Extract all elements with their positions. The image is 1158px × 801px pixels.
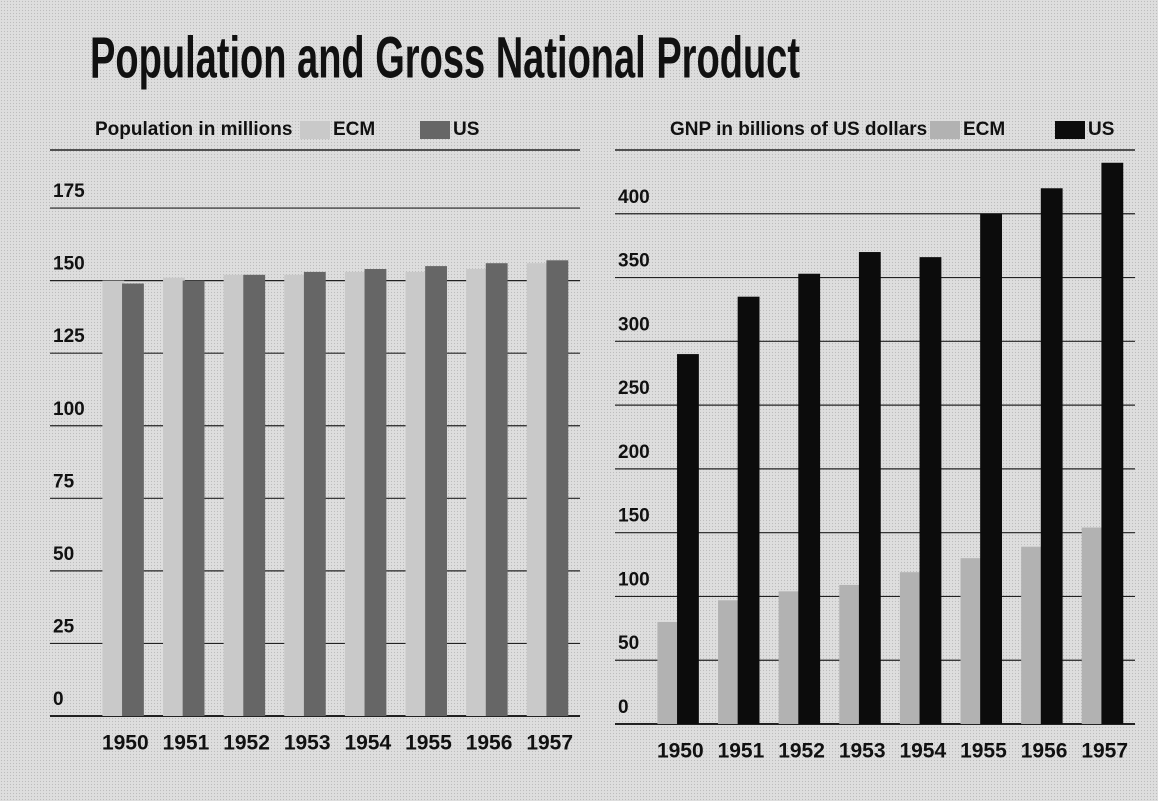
x-tick-label: 1953 (839, 740, 886, 763)
bar (526, 263, 549, 716)
x-tick-label: 1953 (284, 732, 331, 755)
x-tick-label: 1950 (102, 732, 149, 755)
bar (243, 274, 266, 716)
bar (858, 252, 881, 725)
bar (899, 572, 922, 724)
bar (737, 296, 760, 724)
bar (364, 269, 387, 716)
x-tick-label: 1954 (344, 732, 391, 755)
bar (344, 271, 367, 716)
legend-swatch (930, 121, 960, 139)
x-tick-label: 1957 (1081, 740, 1128, 763)
y-tick-label: 300 (618, 314, 650, 335)
bar (960, 558, 983, 724)
bar (466, 269, 488, 716)
y-tick-label: 50 (53, 544, 74, 565)
bar (1040, 188, 1063, 724)
x-tick-label: 1954 (899, 740, 946, 763)
bar (425, 266, 447, 716)
y-tick-label: 50 (618, 633, 639, 654)
y-tick-label: 0 (53, 689, 64, 710)
x-tick-label: 1950 (657, 740, 704, 763)
x-tick-label: 1956 (466, 732, 513, 755)
legend-swatch (1055, 121, 1085, 139)
bar (839, 584, 862, 724)
legend-label: US (1088, 119, 1114, 140)
bar (919, 257, 942, 724)
page-title: Population and Gross National Product (90, 25, 800, 90)
bar (163, 277, 185, 716)
y-tick-label: 350 (618, 251, 650, 272)
bar (122, 283, 144, 716)
bar (798, 273, 821, 724)
bar (980, 213, 1002, 724)
x-tick-label: 1952 (778, 740, 825, 763)
y-tick-label: 75 (53, 471, 75, 492)
y-tick-label: 100 (53, 399, 85, 420)
bar (223, 274, 246, 716)
y-tick-label: 250 (618, 378, 650, 399)
y-tick-label: 150 (618, 506, 650, 527)
bar (546, 260, 569, 716)
bar (778, 591, 801, 724)
y-tick-label: 150 (53, 254, 85, 275)
bar (284, 274, 307, 716)
bar (1101, 162, 1124, 724)
bar (102, 280, 125, 716)
x-tick-label: 1955 (960, 740, 1007, 763)
y-axis-label: Population in millions (95, 119, 292, 140)
bar (1021, 546, 1043, 724)
bar (303, 271, 326, 716)
y-tick-label: 400 (618, 187, 650, 208)
bar (405, 271, 428, 716)
y-tick-label: 0 (618, 697, 629, 718)
x-tick-label: 1957 (526, 732, 573, 755)
x-tick-label: 1951 (718, 740, 765, 763)
legend-swatch (300, 121, 330, 139)
bar (1081, 527, 1104, 724)
y-tick-label: 175 (53, 181, 85, 202)
bar (485, 263, 508, 716)
legend-swatch (420, 121, 450, 139)
y-tick-label: 200 (618, 442, 650, 463)
bar (718, 600, 740, 724)
y-tick-label: 125 (53, 326, 85, 347)
x-tick-label: 1956 (1021, 740, 1068, 763)
y-tick-label: 100 (618, 569, 650, 590)
bar (657, 621, 680, 724)
legend-label: ECM (963, 119, 1005, 140)
y-tick-label: 25 (53, 616, 75, 637)
x-tick-label: 1951 (163, 732, 210, 755)
bar (677, 354, 699, 724)
y-axis-label: GNP in billions of US dollars (670, 119, 927, 140)
legend-label: US (453, 119, 479, 140)
x-tick-label: 1955 (405, 732, 452, 755)
x-tick-label: 1952 (223, 732, 270, 755)
bar (182, 280, 205, 716)
legend-label: ECM (333, 119, 375, 140)
